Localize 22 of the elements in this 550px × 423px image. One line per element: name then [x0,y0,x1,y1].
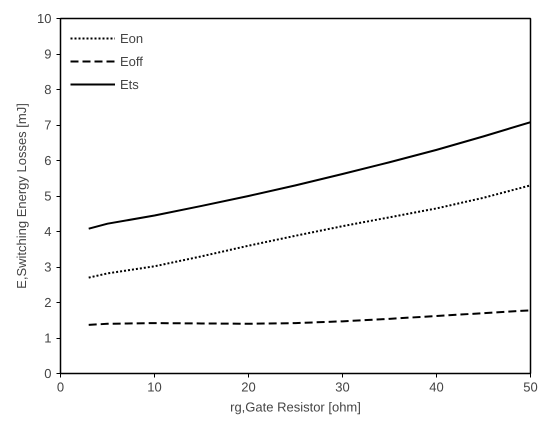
y-tick-label: 5 [44,188,52,204]
y-tick-label: 0 [44,366,52,381]
x-tick-label: 10 [147,380,162,394]
legend-label: Eoff [120,54,143,68]
x-axis-title: rg,Gate Resistor [ohm] [230,400,361,414]
x-tick-label: 30 [335,380,350,394]
y-tick-label: 4 [44,224,52,239]
x-tick-label: 40 [429,380,444,394]
legend-label: Eon [120,30,144,46]
x-tick-label: 20 [241,380,256,394]
x-tick-label: 0 [56,380,64,394]
legend-label: Ets [120,76,140,92]
y-tick-label: 3 [44,260,52,274]
y-axis-title: E,Switching Energy Losses [mJ] [14,103,30,289]
y-tick-label: 9 [44,46,52,62]
y-tick-label: 8 [44,82,52,97]
y-tick-label: 6 [44,153,52,168]
y-tick-label: 10 [37,11,52,26]
y-tick-label: 1 [44,330,52,346]
y-tick-label: 2 [44,295,52,310]
y-tick-label: 7 [44,118,52,132]
x-tick-label: 50 [523,380,538,394]
